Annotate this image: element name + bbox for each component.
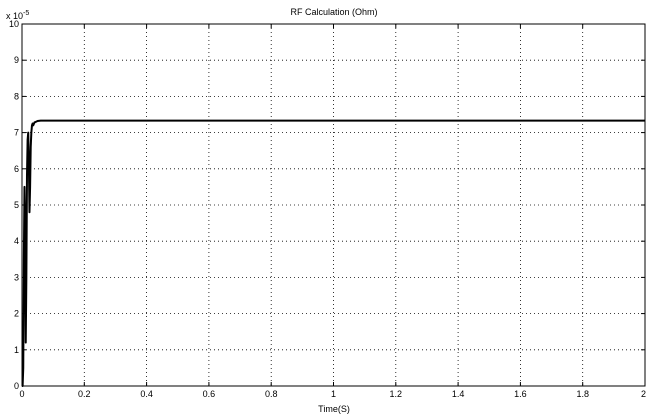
- x-tick-labels: 0 0.2 0.4 0.6 0.8 1 1.2 1.4 1.6 1.8 2: [19, 389, 646, 399]
- x-tick-label: 1: [331, 389, 336, 399]
- y-multiplier-exponent: -5: [23, 10, 29, 17]
- series-line: [21, 119, 645, 387]
- x-axis-label: Time(S): [318, 404, 350, 414]
- series-layer: [21, 119, 645, 387]
- y-tick-label: 8: [14, 91, 19, 101]
- y-tick-label: 6: [14, 164, 19, 174]
- x-tick-label: 0.8: [265, 389, 278, 399]
- grid-lines: [22, 24, 645, 386]
- chart-title: RF Calculation (Ohm): [290, 7, 377, 17]
- y-tick-label: 4: [14, 236, 19, 246]
- y-multiplier-label: x 10-5: [6, 10, 29, 21]
- y-tick-label: 10: [9, 19, 19, 29]
- y-tick-labels: 0 1 2 3 4 5 6 7 8 9 10: [9, 19, 19, 391]
- y-tick-label: 7: [14, 128, 19, 138]
- y-multiplier-base: x 10: [6, 11, 23, 21]
- x-tick-label: 2: [641, 389, 646, 399]
- x-tick-label: 1.4: [452, 389, 465, 399]
- y-tick-label: 5: [14, 200, 19, 210]
- x-tick-label: 0.2: [78, 389, 91, 399]
- x-tick-label: 1.8: [576, 389, 589, 399]
- y-tick-label: 3: [14, 272, 19, 282]
- x-tick-label: 0: [19, 389, 24, 399]
- y-tick-label: 9: [14, 55, 19, 65]
- x-tick-label: 1.6: [514, 389, 527, 399]
- y-tick-label: 2: [14, 309, 19, 319]
- x-tick-label: 0.6: [203, 389, 216, 399]
- x-tick-label: 0.4: [140, 389, 153, 399]
- y-tick-label: 0: [14, 381, 19, 391]
- y-tick-label: 1: [14, 345, 19, 355]
- plot-frame: [21, 23, 646, 387]
- plot-area-border: [21, 23, 646, 387]
- x-tick-label: 1.2: [390, 389, 403, 399]
